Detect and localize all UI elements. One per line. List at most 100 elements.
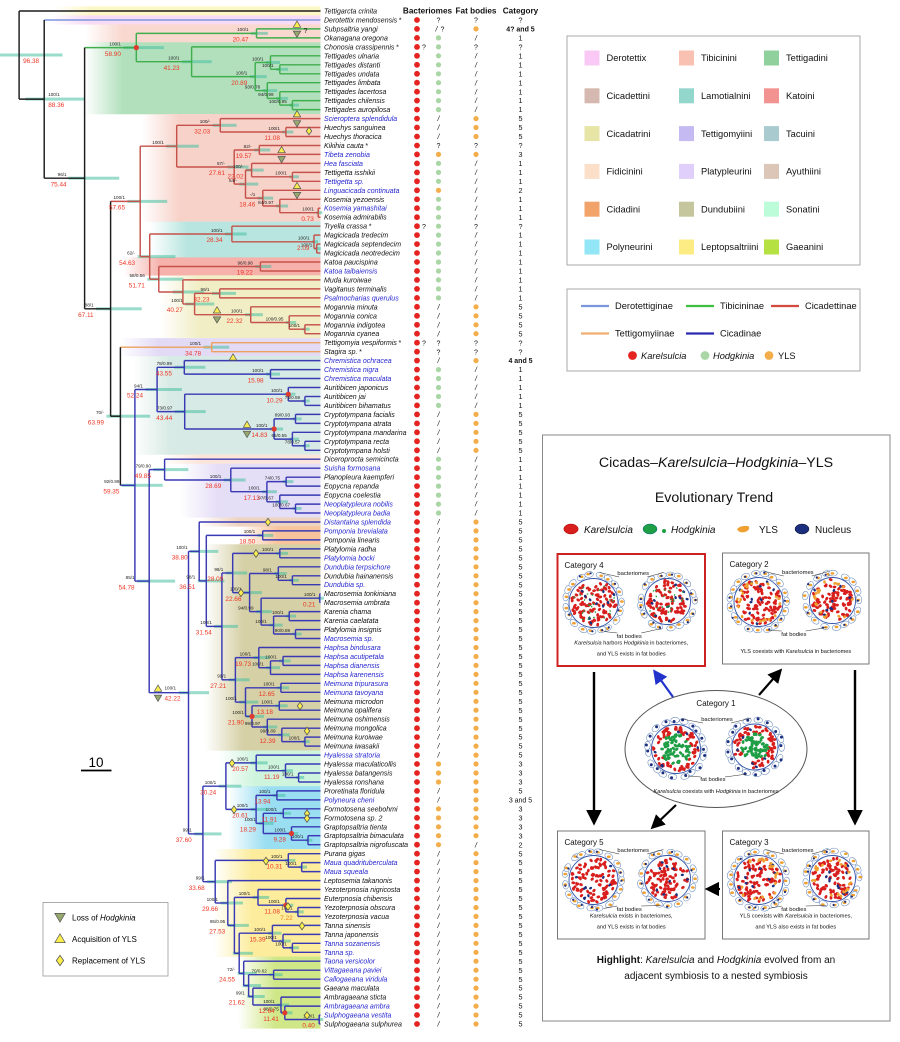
svg-text:?: ? — [519, 338, 523, 347]
svg-text:YLS coexists with Karelsulcia: YLS coexists with Karelsulcia in bacteri… — [740, 914, 853, 920]
svg-text:100/1: 100/1 — [266, 807, 278, 812]
svg-text:Chremistica maculata: Chremistica maculata — [324, 376, 391, 383]
svg-text:1: 1 — [519, 455, 523, 464]
svg-text:Neoplatypleura badia: Neoplatypleura badia — [324, 511, 390, 518]
svg-text:Cryptotympana facialis: Cryptotympana facialis — [324, 412, 395, 419]
svg-text:/: / — [474, 179, 478, 186]
svg-text:85/1: 85/1 — [126, 575, 135, 580]
svg-text:Tanna sozanensis: Tanna sozanensis — [324, 941, 381, 948]
svg-text:Meimuna kuroiwae: Meimuna kuroiwae — [324, 735, 383, 742]
svg-text:Yezoterpnosia obscura: Yezoterpnosia obscura — [324, 905, 395, 912]
svg-text:Cryptotympana recta: Cryptotympana recta — [324, 439, 389, 446]
svg-text:/: / — [474, 206, 478, 213]
svg-text:100/1: 100/1 — [268, 126, 280, 131]
svg-text:100/1: 100/1 — [271, 388, 283, 393]
svg-text:Category 4: Category 4 — [565, 561, 605, 570]
svg-text:34.78: 34.78 — [185, 350, 201, 357]
svg-text:Tettigadini: Tettigadini — [786, 53, 828, 63]
svg-text:Magicicada tredecim: Magicicada tredecim — [324, 233, 388, 240]
svg-text:fat bodies: fat bodies — [617, 907, 642, 913]
svg-text:fat bodies: fat bodies — [781, 907, 806, 913]
svg-text:/: / — [437, 538, 441, 545]
svg-text:100/1: 100/1 — [171, 298, 183, 303]
svg-text:Haphsa dianensis: Haphsa dianensis — [324, 663, 380, 670]
svg-text:98/1: 98/1 — [214, 567, 223, 572]
svg-text:Huechys thoracica: Huechys thoracica — [324, 134, 382, 141]
svg-text:/: / — [437, 986, 441, 993]
svg-text:13.18: 13.18 — [257, 709, 273, 716]
svg-text:1: 1 — [519, 159, 523, 168]
svg-text:Maua squeala: Maua squeala — [324, 869, 368, 876]
svg-text:/: / — [474, 278, 478, 285]
svg-text:74/0.75: 74/0.75 — [265, 475, 281, 480]
svg-text:100/1: 100/1 — [262, 547, 274, 552]
svg-text:/: / — [474, 367, 478, 374]
svg-text:/: / — [437, 430, 441, 437]
svg-text:/: / — [437, 116, 441, 123]
svg-text:5: 5 — [519, 607, 523, 616]
svg-text:21.90: 21.90 — [228, 720, 244, 727]
svg-text:Taona versicolor: Taona versicolor — [324, 959, 376, 966]
svg-text:1: 1 — [519, 87, 523, 96]
svg-text:1: 1 — [519, 213, 523, 222]
svg-text:94/0.99: 94/0.99 — [238, 605, 254, 610]
svg-text:/: / — [474, 269, 478, 276]
svg-text:5: 5 — [519, 733, 523, 742]
svg-text:100/1: 100/1 — [237, 757, 249, 762]
svg-text:Loss of Hodgkinia: Loss of Hodgkinia — [72, 914, 136, 923]
svg-text:/: / — [437, 313, 441, 320]
svg-text:5: 5 — [519, 419, 523, 428]
svg-text:100/1: 100/1 — [265, 655, 277, 660]
svg-text:10.29: 10.29 — [267, 397, 283, 404]
svg-text:?: ? — [437, 143, 441, 150]
svg-text:Cidadini: Cidadini — [607, 204, 641, 214]
svg-text:100/1: 100/1 — [272, 610, 284, 615]
svg-text:1: 1 — [519, 374, 523, 383]
svg-text:1: 1 — [519, 392, 523, 401]
svg-text:62/-: 62/- — [127, 250, 135, 255]
svg-text:78/0.99: 78/0.99 — [157, 361, 173, 366]
svg-text:/: / — [437, 618, 441, 625]
svg-text:31.54: 31.54 — [196, 630, 212, 637]
svg-text:Hodgkinia: Hodgkinia — [671, 525, 716, 536]
svg-text:1: 1 — [519, 204, 523, 213]
svg-text:11.41: 11.41 — [263, 1016, 279, 1023]
svg-text:Cicadinae: Cicadinae — [720, 329, 761, 339]
svg-text:Scieroptera splendidula: Scieroptera splendidula — [324, 116, 397, 123]
svg-text:5: 5 — [519, 724, 523, 733]
svg-text:Distantalna splendida: Distantalna splendida — [324, 520, 391, 527]
svg-text:Yezoterpnosia nigricosta: Yezoterpnosia nigricosta — [324, 887, 400, 894]
svg-text:Tibeta zenobia: Tibeta zenobia — [324, 152, 370, 159]
svg-text:Meimuna oshimensis: Meimuna oshimensis — [324, 717, 390, 724]
svg-text:52.24: 52.24 — [127, 393, 143, 400]
svg-text:19.57: 19.57 — [236, 153, 252, 160]
svg-text:5: 5 — [519, 1011, 523, 1020]
svg-text:Dundubia sp.: Dundubia sp. — [324, 582, 365, 589]
svg-text:Derotettix mendosensis *: Derotettix mendosensis * — [324, 18, 402, 25]
svg-text:/: / — [437, 995, 441, 1002]
svg-text:Ambragaeana ambra: Ambragaeana ambra — [323, 1004, 390, 1011]
svg-text:70/-: 70/- — [96, 410, 104, 415]
svg-text:Fidicinini: Fidicinini — [607, 167, 643, 177]
svg-text:Graptopsaltria nigrofuscata: Graptopsaltria nigrofuscata — [324, 842, 408, 849]
svg-text:Hea fasciata: Hea fasciata — [324, 161, 363, 168]
svg-text:Tettigomyiini: Tettigomyiini — [701, 129, 752, 139]
svg-text:90/0.89: 90/0.89 — [275, 628, 291, 633]
svg-text:10: 10 — [88, 755, 103, 770]
svg-text:11.08: 11.08 — [264, 135, 280, 142]
svg-text:100/1: 100/1 — [255, 619, 267, 624]
svg-text:Katoini: Katoini — [786, 91, 814, 101]
svg-text:5: 5 — [519, 670, 523, 679]
svg-text:/: / — [437, 439, 441, 446]
svg-text:100/1: 100/1 — [259, 789, 271, 794]
svg-text:Highlight: Karelsulcia and Hod: Highlight: Karelsulcia and Hodgkinia evo… — [597, 955, 835, 966]
svg-text:100/1: 100/1 — [282, 771, 294, 776]
svg-text:20.89: 20.89 — [231, 80, 247, 87]
svg-text:/: / — [437, 672, 441, 679]
svg-text:100/1: 100/1 — [244, 817, 256, 822]
svg-text:/: / — [474, 53, 478, 60]
svg-text:fat bodies: fat bodies — [781, 632, 806, 638]
svg-text:bacteriomes: bacteriomes — [617, 848, 649, 854]
svg-text:1: 1 — [519, 69, 523, 78]
svg-text:bacteriomes: bacteriomes — [782, 570, 814, 576]
